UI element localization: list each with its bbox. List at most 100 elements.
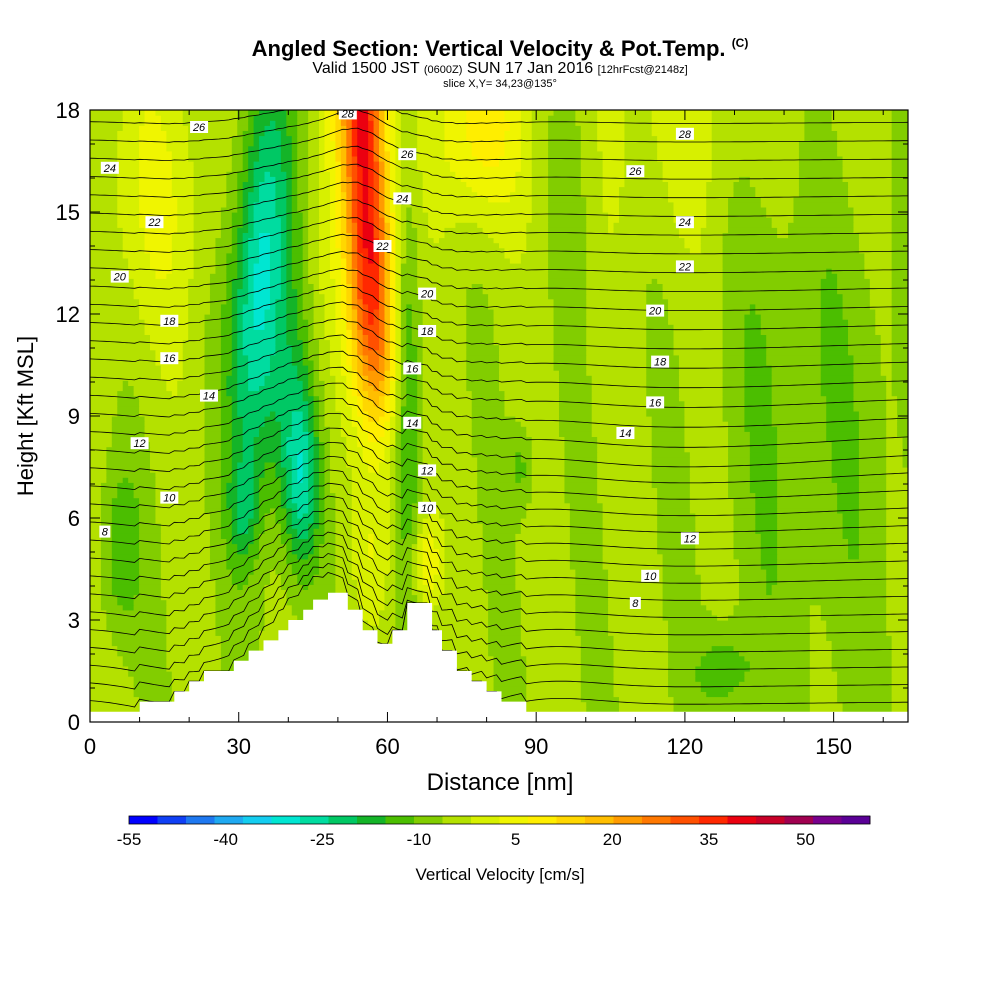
- velocity-cell: [602, 186, 620, 193]
- velocity-cell: [302, 288, 315, 295]
- valid-date: SUN 17 Jan 2016: [466, 60, 594, 77]
- velocity-cell: [362, 324, 380, 330]
- velocity-cell: [297, 135, 309, 142]
- velocity-cell: [280, 574, 298, 580]
- velocity-cell: [90, 212, 118, 218]
- velocity-cell: [597, 110, 626, 116]
- velocity-cell: [340, 314, 347, 320]
- velocity-cell: [346, 120, 353, 126]
- velocity-cell: [422, 201, 533, 208]
- velocity-cell: [406, 227, 418, 233]
- velocity-cell: [193, 166, 233, 172]
- velocity-cell: [886, 395, 898, 402]
- velocity-cell: [291, 461, 298, 468]
- velocity-cell: [700, 242, 724, 249]
- velocity-cell: [668, 303, 724, 310]
- velocity-cell: [733, 512, 756, 519]
- velocity-cell: [335, 120, 342, 126]
- velocity-cell: [242, 344, 277, 351]
- velocity-cell: [253, 308, 266, 315]
- velocity-cell: [297, 125, 309, 131]
- velocity-cell: [368, 461, 380, 468]
- velocity-cell: [335, 125, 342, 131]
- velocity-cell: [444, 130, 467, 137]
- velocity-cell: [809, 620, 827, 626]
- velocity-cell: [351, 390, 358, 397]
- y-tick-label: 18: [56, 98, 80, 123]
- velocity-cell: [297, 456, 304, 463]
- contour-label: 24: [103, 163, 116, 175]
- velocity-cell: [449, 166, 522, 172]
- velocity-cell: [346, 161, 353, 167]
- velocity-cell: [319, 288, 336, 295]
- velocity-cell: [90, 436, 113, 443]
- velocity-cell: [902, 436, 908, 443]
- velocity-cell: [237, 344, 244, 351]
- velocity-cell: [580, 161, 604, 167]
- velocity-cell: [335, 176, 342, 182]
- velocity-cell: [242, 145, 249, 152]
- velocity-cell: [657, 502, 691, 509]
- contour-label: 14: [406, 418, 418, 430]
- velocity-cell: [340, 181, 347, 188]
- velocity-cell: [668, 691, 707, 698]
- theta-contour: [90, 398, 908, 468]
- velocity-cell: [171, 186, 195, 193]
- velocity-cell: [302, 395, 315, 402]
- velocity-cell: [695, 558, 740, 565]
- velocity-cell: [340, 263, 347, 269]
- velocity-cell: [117, 130, 140, 137]
- velocity-cell: [820, 375, 855, 381]
- velocity-cell: [144, 436, 206, 443]
- velocity-cell: [406, 395, 418, 402]
- velocity-cell: [149, 252, 173, 259]
- velocity-cell: [771, 416, 827, 422]
- velocity-cell: [422, 405, 473, 412]
- velocity-cell: [253, 135, 260, 142]
- velocity-cell: [482, 579, 516, 585]
- velocity-cell: [302, 212, 309, 218]
- velocity-cell: [242, 232, 255, 239]
- colorbar-swatch: [214, 816, 244, 824]
- velocity-cell: [471, 145, 506, 152]
- velocity-cell: [264, 324, 277, 330]
- velocity-cell: [886, 472, 908, 478]
- velocity-cell: [106, 446, 151, 453]
- velocity-cell: [548, 166, 582, 172]
- velocity-cell: [389, 400, 396, 407]
- velocity-cell: [406, 308, 413, 315]
- velocity-cell: [417, 227, 429, 233]
- velocity-cell: [346, 206, 353, 213]
- velocity-cell: [335, 543, 353, 550]
- velocity-cell: [379, 395, 386, 402]
- velocity-cell: [253, 227, 282, 233]
- velocity-cell: [379, 227, 386, 233]
- velocity-cell: [417, 569, 424, 575]
- velocity-cell: [139, 145, 167, 152]
- velocity-cell: [586, 252, 724, 259]
- velocity-cell: [586, 288, 647, 295]
- velocity-cell: [886, 451, 904, 458]
- velocity-cell: [586, 334, 647, 341]
- velocity-cell: [504, 130, 522, 137]
- velocity-cell: [417, 120, 446, 126]
- velocity-cell: [90, 441, 113, 448]
- velocity-cell: [237, 181, 244, 188]
- velocity-cell: [417, 150, 446, 157]
- velocity-cell: [335, 308, 342, 315]
- velocity-cell: [117, 390, 135, 397]
- velocity-cell: [220, 477, 233, 483]
- velocity-cell: [139, 518, 157, 524]
- velocity-cell: [908, 493, 914, 499]
- velocity-cell: [744, 334, 767, 341]
- velocity-cell: [373, 212, 380, 218]
- velocity-cell: [335, 217, 342, 223]
- velocity-cell: [346, 247, 353, 254]
- velocity-cell: [520, 477, 533, 483]
- velocity-cell: [422, 472, 478, 478]
- velocity-cell: [493, 334, 555, 341]
- contour-label-bg: [373, 240, 392, 252]
- velocity-cell: [275, 329, 287, 335]
- velocity-cell: [613, 650, 669, 657]
- velocity-cell: [477, 492, 533, 499]
